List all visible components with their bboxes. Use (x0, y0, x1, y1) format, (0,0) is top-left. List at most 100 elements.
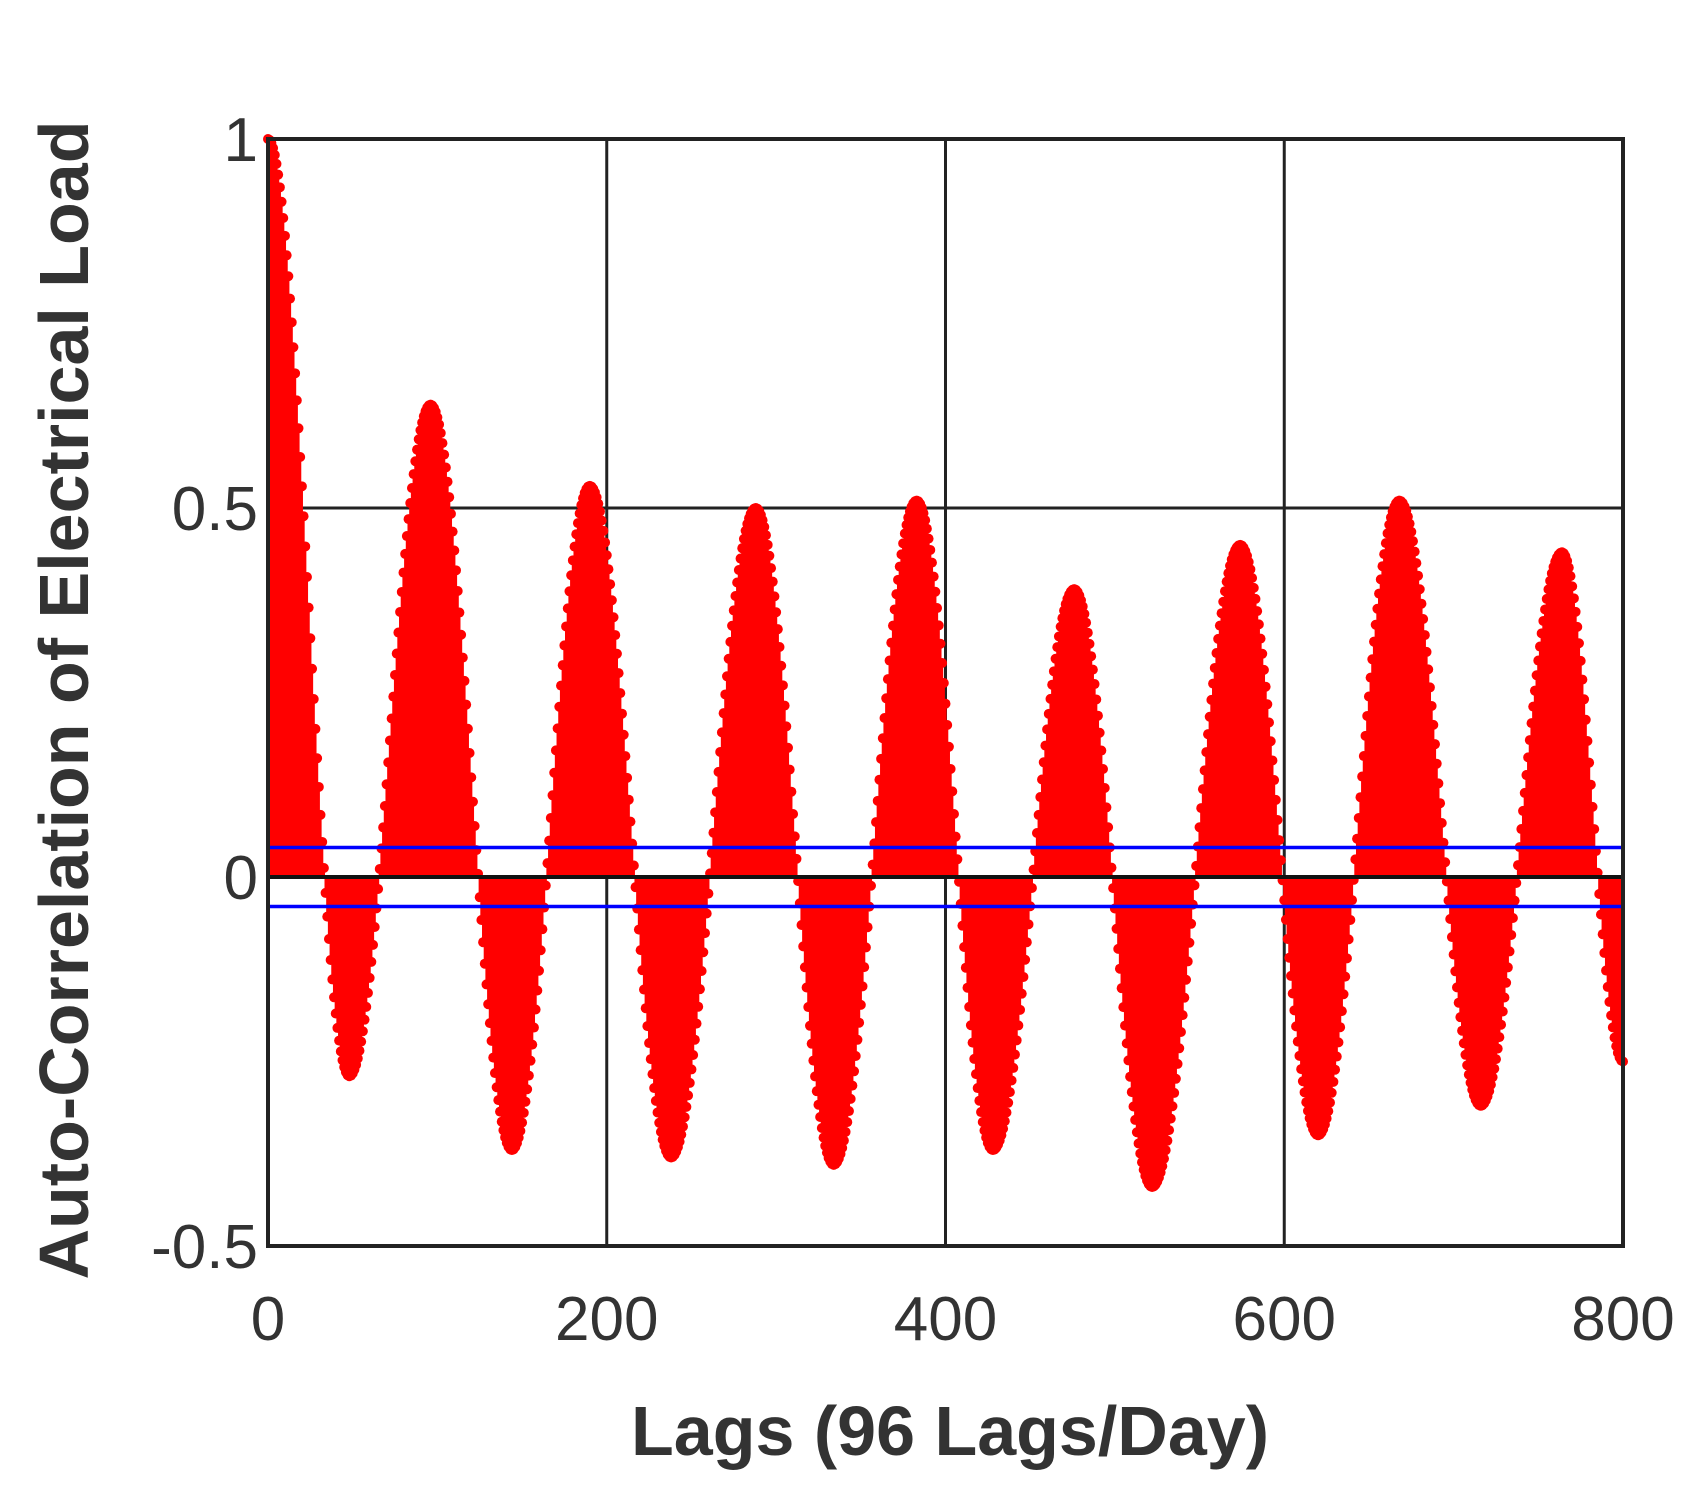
stem-marker (537, 924, 548, 935)
stem-marker (774, 642, 785, 653)
stem-marker (1423, 664, 1434, 675)
stem-marker (315, 809, 326, 820)
stem-marker (950, 831, 961, 842)
stem-marker (1020, 954, 1031, 965)
stem-marker (305, 633, 316, 644)
stem-marker (364, 972, 375, 983)
stem-marker (1255, 633, 1266, 644)
stem-marker (1189, 880, 1200, 891)
stem-marker (777, 680, 788, 691)
stem-marker (776, 660, 787, 671)
stem-marker (1570, 606, 1581, 617)
stem-marker (1177, 1010, 1188, 1021)
stem-marker (1345, 914, 1356, 925)
stem-marker (600, 537, 611, 548)
stem-marker (1507, 912, 1518, 923)
stem-marker (840, 1126, 851, 1137)
stem-marker (1509, 895, 1520, 906)
stem-marker (1343, 934, 1354, 945)
stem-marker (1098, 763, 1109, 774)
y-tick-label: 1 (224, 106, 258, 175)
stem-marker (850, 1050, 861, 1061)
stem-marker (606, 595, 617, 606)
stem-marker (1250, 593, 1261, 604)
stem-marker (449, 545, 460, 556)
stem-marker (928, 571, 939, 582)
stem-marker (303, 602, 314, 613)
stem-marker (1568, 593, 1579, 604)
stem-marker (942, 719, 953, 730)
y-tick-label: -0.5 (151, 1213, 258, 1282)
stem-marker (1165, 1113, 1176, 1124)
stem-marker (1172, 1058, 1183, 1069)
stem-marker (838, 1135, 849, 1146)
stem-marker (859, 962, 870, 973)
stem-marker (603, 564, 614, 575)
stem-marker (300, 541, 311, 552)
stem-marker (1077, 601, 1088, 612)
y-axis-label: Auto-Correlation of Electrical Load (25, 121, 103, 1280)
stem-marker (318, 862, 329, 873)
stem-marker (1494, 1032, 1505, 1043)
stem-marker (1101, 802, 1112, 813)
stem-marker (681, 1101, 692, 1112)
stem-marker (945, 763, 956, 774)
stem-marker (699, 928, 710, 939)
stem-marker (855, 999, 866, 1010)
x-tick-label: 400 (894, 1285, 997, 1354)
stem-marker (610, 630, 621, 641)
stem-marker (1326, 1087, 1337, 1098)
stem-marker (857, 981, 868, 992)
x-tick-label: 600 (1233, 1285, 1336, 1354)
stem-marker (1426, 700, 1437, 711)
stem-marker (1184, 937, 1195, 948)
stem-marker (1489, 1063, 1500, 1074)
stem-marker (598, 525, 609, 536)
stem-marker (628, 860, 639, 871)
stem-marker (518, 1107, 529, 1118)
stem-marker (532, 985, 543, 996)
stem-marker (1018, 971, 1029, 982)
stem-marker (291, 395, 302, 406)
stem-marker (515, 1125, 526, 1136)
stem-marker (366, 956, 377, 967)
stem-marker (1008, 1062, 1019, 1073)
stem-marker (843, 1106, 854, 1117)
stem-marker (296, 481, 307, 492)
stem-marker (677, 1121, 688, 1132)
stem-marker (354, 1045, 365, 1056)
stem-marker (1262, 699, 1273, 710)
stem-marker (784, 764, 795, 775)
stem-marker (1092, 710, 1103, 721)
stem-marker (920, 515, 931, 526)
stem-marker (1006, 1075, 1017, 1086)
stem-marker (356, 1036, 367, 1047)
confidence-bounds (268, 845, 1623, 909)
stem-marker (527, 1039, 538, 1050)
stem-marker (1428, 719, 1439, 730)
stem-marker (373, 883, 384, 894)
stem-marker (618, 729, 629, 740)
stem-marker (1270, 794, 1281, 805)
stem-marker (435, 428, 446, 439)
stem-marker (278, 212, 289, 223)
stem-marker (1026, 882, 1037, 893)
stem-marker (467, 796, 478, 807)
stem-marker (285, 293, 296, 304)
stem-marker (1084, 638, 1095, 649)
stem-marker (1264, 717, 1275, 728)
stem-marker (439, 449, 450, 460)
stem-marker (1079, 608, 1090, 619)
stem-marker (847, 1080, 858, 1091)
stem-marker (698, 947, 709, 958)
stem-marker (686, 1064, 697, 1075)
stem-marker (1175, 1027, 1186, 1038)
stem-marker (317, 836, 328, 847)
stem-marker (1087, 664, 1098, 675)
stem-marker (1487, 1072, 1498, 1083)
stem-marker (767, 576, 778, 587)
stem-marker (1096, 745, 1107, 756)
stem-marker (952, 854, 963, 865)
stem-marker (679, 1112, 690, 1123)
stem-marker (1575, 655, 1586, 666)
